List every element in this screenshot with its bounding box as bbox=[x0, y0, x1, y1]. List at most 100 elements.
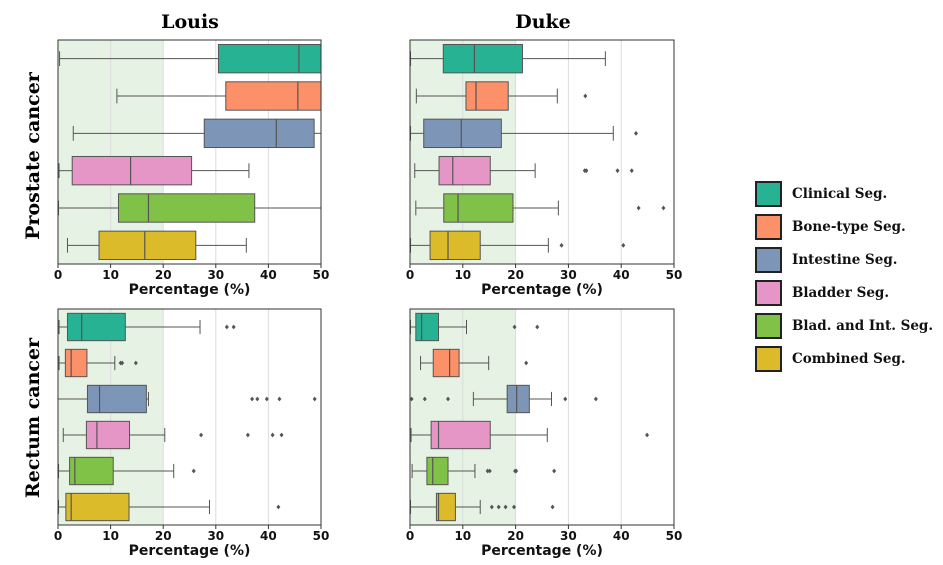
box-iqr bbox=[217, 43, 322, 74]
outlier-point bbox=[512, 324, 517, 330]
box-intestine-seg bbox=[57, 384, 317, 414]
x-tick-label: 40 bbox=[613, 268, 630, 282]
outlier-point bbox=[276, 504, 281, 510]
x-tick-label: 20 bbox=[155, 268, 172, 282]
x-axis-label: Percentage (%) bbox=[481, 282, 603, 298]
box-blad-and-int-seg bbox=[58, 456, 196, 486]
box-iqr bbox=[66, 312, 126, 342]
outlier-point bbox=[409, 396, 414, 402]
box-bladder-seg bbox=[62, 420, 284, 450]
legend-item-bladder: Bladder Seg. bbox=[755, 280, 940, 306]
x-tick-label: 0 bbox=[406, 268, 414, 282]
outlier-point bbox=[446, 396, 451, 402]
row-title-prostate: Prostate cancer bbox=[22, 71, 44, 240]
box-iqr bbox=[426, 456, 449, 486]
legend-swatch-intestine bbox=[755, 247, 782, 273]
box-combined-seg bbox=[410, 230, 626, 261]
box-iqr bbox=[415, 312, 440, 342]
outlier-point bbox=[120, 360, 125, 366]
outlier-point bbox=[264, 396, 269, 402]
panel-louis-rectum: 0 10 20 30 40 50 Percentage (%) bbox=[54, 308, 330, 559]
box-clinical-seg bbox=[410, 312, 540, 342]
x-tick-label: 50 bbox=[313, 529, 330, 543]
box-iqr bbox=[465, 81, 509, 111]
box-combined-seg bbox=[58, 492, 281, 522]
box-iqr bbox=[435, 492, 456, 522]
x-tick-label: 30 bbox=[207, 268, 224, 282]
box-combined-seg bbox=[66, 230, 247, 261]
box-bone-type-seg bbox=[58, 348, 138, 378]
outlier-point bbox=[231, 324, 236, 330]
outlier-point bbox=[535, 324, 540, 330]
outlier-point bbox=[489, 504, 494, 510]
outlier-point bbox=[550, 504, 555, 510]
x-axis-label: Percentage (%) bbox=[129, 543, 251, 559]
plot-frame bbox=[409, 39, 675, 265]
legend-item-bone-type: Bone-type Seg. bbox=[755, 214, 940, 240]
outlier-point bbox=[661, 205, 666, 211]
outlier-point bbox=[422, 396, 427, 402]
box-intestine-seg bbox=[409, 384, 598, 414]
outlier-point bbox=[512, 504, 517, 510]
box-iqr bbox=[429, 230, 481, 261]
legend-label-bladder: Bladder Seg. bbox=[792, 285, 890, 301]
box-iqr bbox=[65, 492, 130, 522]
outlier-point bbox=[496, 504, 501, 510]
x-tick-label: 30 bbox=[560, 268, 577, 282]
x-tick-label: 0 bbox=[54, 529, 62, 543]
outlier-point bbox=[615, 168, 620, 174]
legend-item-combined: Combined Seg. bbox=[755, 346, 940, 372]
x-tick-label: 40 bbox=[260, 529, 277, 543]
box-iqr bbox=[98, 230, 197, 261]
outlier-point bbox=[593, 396, 598, 402]
box-blad-and-int-seg bbox=[411, 456, 557, 486]
outlier-point bbox=[224, 324, 229, 330]
legend-swatch-bladder bbox=[755, 280, 782, 306]
legend-swatch-combined bbox=[755, 346, 782, 372]
legend-label-blad-and-int: Blad. and Int. Seg. bbox=[792, 318, 934, 334]
box-bone-type-seg bbox=[415, 81, 588, 111]
plot-frame bbox=[57, 39, 322, 265]
legend-label-bone-type: Bone-type Seg. bbox=[792, 219, 906, 235]
outlier-point bbox=[245, 432, 250, 438]
plot-frame bbox=[409, 308, 675, 526]
legend-item-intestine: Intestine Seg. bbox=[755, 247, 940, 273]
legend-label-intestine: Intestine Seg. bbox=[792, 252, 898, 268]
box-blad-and-int-seg bbox=[58, 193, 322, 223]
legend-swatch-bone-type bbox=[755, 214, 782, 240]
x-tick-label: 0 bbox=[406, 529, 414, 543]
box-iqr bbox=[438, 155, 491, 186]
legend-label-combined: Combined Seg. bbox=[792, 351, 906, 367]
x-tick-label: 10 bbox=[102, 268, 119, 282]
outlier-point bbox=[629, 168, 634, 174]
panel-duke-rectum: 0 10 20 30 40 50 Percentage (%) bbox=[406, 308, 683, 559]
legend-item-clinical: Clinical Seg. bbox=[755, 181, 940, 207]
box-iqr bbox=[71, 155, 193, 186]
x-tick-label: 40 bbox=[260, 268, 277, 282]
box-iqr bbox=[442, 43, 523, 74]
box-iqr bbox=[443, 193, 514, 223]
legend: Clinical Seg. Bone-type Seg. Intestine S… bbox=[755, 181, 940, 379]
x-tick-label: 0 bbox=[54, 268, 62, 282]
legend-label-clinical: Clinical Seg. bbox=[792, 186, 888, 202]
outlier-point bbox=[514, 468, 519, 474]
outlier-point bbox=[199, 432, 204, 438]
x-tick-label: 10 bbox=[454, 268, 471, 282]
box-iqr bbox=[86, 384, 147, 414]
box-iqr bbox=[203, 118, 315, 149]
x-axis-label: Percentage (%) bbox=[481, 543, 603, 559]
outlier-point bbox=[312, 396, 317, 402]
box-combined-seg bbox=[410, 492, 555, 522]
row-title-rectum: Rectum cancer bbox=[22, 337, 44, 498]
box-blad-and-int-seg bbox=[415, 193, 666, 223]
box-iqr bbox=[64, 348, 88, 378]
box-bladder-seg bbox=[414, 155, 634, 186]
boxplot-figure: Louis Duke Prostate cancer Rectum cancer… bbox=[22, 11, 683, 559]
x-tick-label: 30 bbox=[560, 529, 577, 543]
outlier-point bbox=[485, 468, 490, 474]
x-tick-label: 20 bbox=[155, 529, 172, 543]
outlier-point bbox=[133, 360, 138, 366]
outlier-point bbox=[621, 242, 626, 248]
x-tick-label: 50 bbox=[666, 529, 683, 543]
x-tick-label: 10 bbox=[454, 529, 471, 543]
